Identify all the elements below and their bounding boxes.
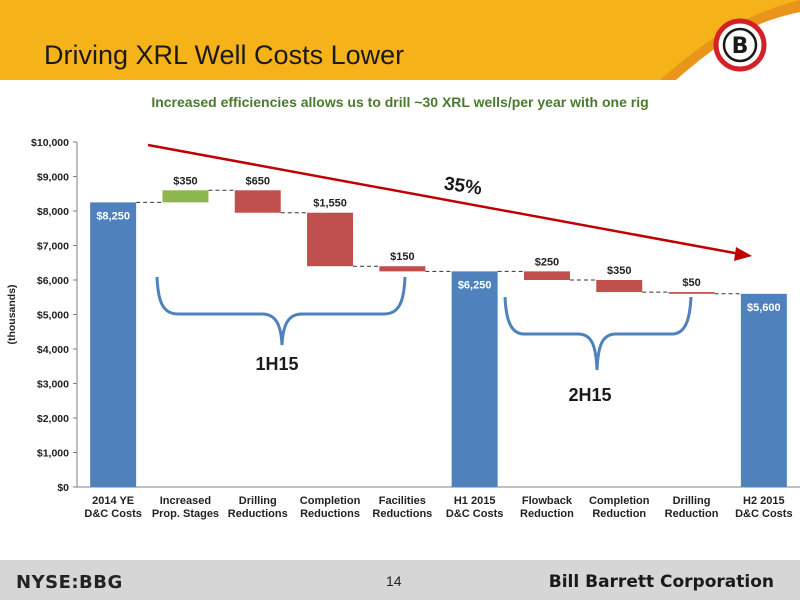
bar-total [740, 293, 787, 487]
company-name: Bill Barrett Corporation [548, 572, 774, 592]
brace-1h15 [155, 276, 407, 346]
x-tick-label: 2014 YE [92, 495, 134, 507]
x-tick-label: Reduction [592, 508, 646, 520]
x-tick-label: Prop. Stages [152, 508, 219, 520]
data-label: $50 [682, 277, 700, 289]
arrow-head [734, 247, 752, 261]
x-tick-label: H1 2015 [454, 495, 496, 507]
y-tick-label: $1,000 [37, 448, 69, 460]
svg-text:B: B [732, 34, 749, 59]
data-label: $650 [246, 175, 270, 187]
bar-total [90, 202, 137, 487]
x-tick-label: Drilling [239, 495, 277, 507]
data-label: $350 [173, 175, 197, 187]
bar-decrease [379, 266, 426, 272]
y-tick-label: $7,000 [37, 241, 69, 253]
bar-decrease [307, 212, 354, 267]
x-tick-label: Completion [589, 495, 650, 507]
x-tick-label: Completion [300, 495, 361, 507]
y-tick-label: $5,000 [37, 310, 69, 322]
data-label: $350 [607, 265, 631, 277]
ticker-symbol: NYSE:BBG [16, 572, 123, 593]
x-tick-label: Increased [160, 495, 211, 507]
x-tick-label: D&C Costs [735, 508, 792, 520]
bar-decrease [234, 190, 281, 213]
y-tick-label: $0 [57, 482, 69, 494]
bar-decrease [668, 292, 715, 294]
x-tick-label: Facilities [379, 495, 426, 507]
y-tick-label: $10,000 [31, 137, 69, 149]
data-label: $6,250 [458, 279, 492, 291]
group-label-2h15: 2H15 [568, 385, 611, 405]
y-tick-label: $6,000 [37, 275, 69, 287]
data-label: $8,250 [96, 210, 130, 222]
y-tick-label: $3,000 [37, 379, 69, 391]
x-tick-label: H2 2015 [743, 495, 785, 507]
x-tick-label: Reductions [228, 508, 288, 520]
bar-total [451, 271, 498, 487]
header-band: B Driving XRL Well Costs Lower [0, 0, 800, 80]
y-tick-label: $9,000 [37, 172, 69, 184]
bar-decrease [523, 271, 570, 280]
reduction-percent: 35% [443, 173, 484, 199]
page-title: Driving XRL Well Costs Lower [44, 40, 405, 70]
waterfall-chart: $0 $1,000 $2,000 $3,000 $4,000 $5,000 $6,000 $7… [6, 137, 800, 520]
x-tick-label: Drilling [673, 495, 711, 507]
x-tick-label: D&C Costs [446, 508, 503, 520]
data-label: $1,550 [313, 198, 347, 210]
y-axis-title: (thousands) [6, 284, 18, 344]
group-label-1h15: 1H15 [255, 354, 298, 374]
y-tick-label: $2,000 [37, 413, 69, 425]
data-label: $250 [535, 256, 559, 268]
x-tick-label: Reduction [665, 508, 719, 520]
y-tick-label: $4,000 [37, 344, 69, 356]
bar-decrease [596, 280, 643, 293]
y-tick-label: $8,000 [37, 206, 69, 218]
page-number: 14 [386, 573, 402, 589]
trend-arrow [147, 143, 741, 256]
x-tick-label: Reductions [300, 508, 360, 520]
data-label: $150 [390, 251, 414, 263]
brace-2h15 [503, 296, 693, 371]
x-tick-label: D&C Costs [84, 508, 141, 520]
bar-increase [162, 190, 209, 203]
company-logo: B [713, 18, 767, 72]
x-tick-label: Reductions [372, 508, 432, 520]
x-tick-label: Flowback [522, 495, 573, 507]
x-tick-label: Reduction [520, 508, 574, 520]
chart-subtitle: Increased efficiencies allows us to dril… [151, 94, 649, 110]
header-graphic: B [0, 0, 800, 80]
data-label: $5,600 [747, 302, 781, 314]
footer-bar: NYSE:BBG 14 Bill Barrett Corporation [0, 560, 800, 600]
